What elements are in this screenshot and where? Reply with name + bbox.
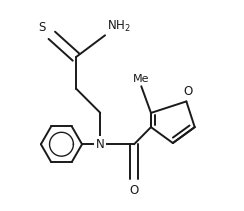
Text: S: S bbox=[38, 21, 46, 34]
Text: NH$_2$: NH$_2$ bbox=[107, 19, 131, 34]
Text: O: O bbox=[130, 184, 139, 197]
Text: O: O bbox=[183, 85, 192, 98]
Text: Me: Me bbox=[133, 74, 150, 84]
Text: N: N bbox=[96, 138, 105, 151]
